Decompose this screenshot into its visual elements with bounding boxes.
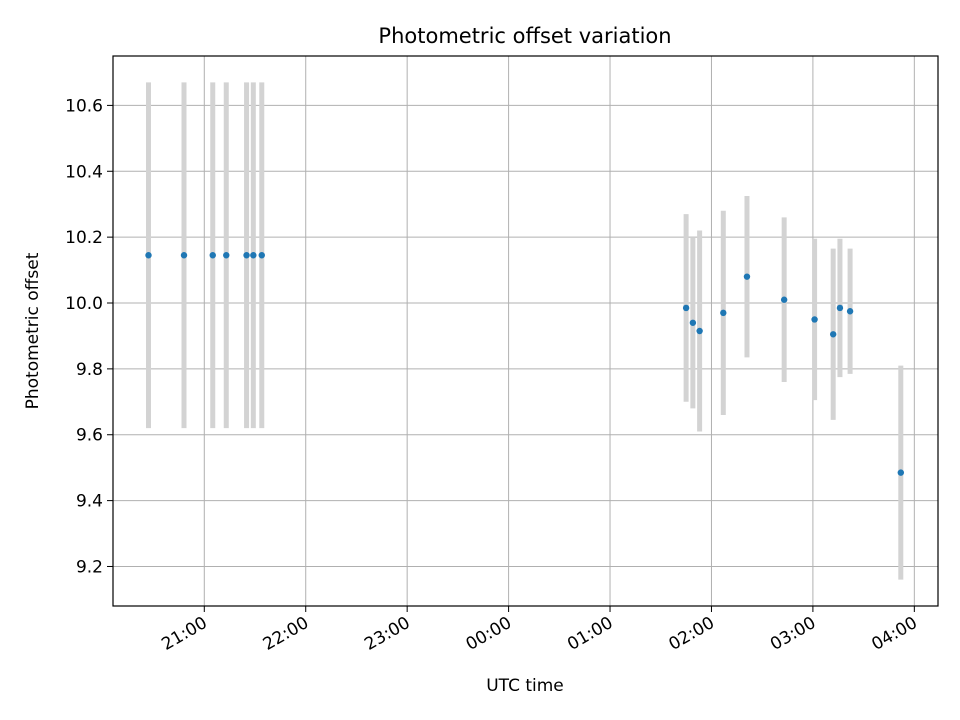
y-axis-label: Photometric offset <box>23 252 43 409</box>
data-point <box>689 319 697 326</box>
x-tick-label: 00:00 <box>463 613 515 655</box>
data-point <box>180 252 188 259</box>
data-point <box>720 309 727 317</box>
grid <box>113 56 938 606</box>
x-tick-label: 22:00 <box>260 613 312 655</box>
x-tick-label: 03:00 <box>767 613 819 655</box>
data-point <box>811 316 818 323</box>
data-point <box>258 252 265 259</box>
y-tick-label: 10.0 <box>65 294 103 314</box>
error-bars <box>146 82 904 580</box>
data-point <box>223 252 230 259</box>
data-point <box>836 304 844 312</box>
y-tick-label: 10.4 <box>65 162 103 182</box>
data-point <box>780 296 788 303</box>
y-axis: 9.2 9.4 9.6 9.8 10.0 10.2 10.4 10.6 <box>65 96 113 577</box>
x-tick-label: 21:00 <box>158 613 210 655</box>
data-point <box>897 469 905 476</box>
x-tick-label: 23:00 <box>361 613 413 655</box>
data-point <box>846 308 854 315</box>
y-tick-label: 9.6 <box>76 426 103 446</box>
data-point <box>243 252 250 259</box>
plot-frame <box>112 55 939 607</box>
data-point <box>145 252 152 259</box>
y-tick-label: 10.2 <box>65 228 103 248</box>
data-point <box>743 273 751 280</box>
y-tick-label: 9.8 <box>76 360 103 380</box>
x-tick-label: 02:00 <box>666 613 718 655</box>
data-point <box>250 252 257 259</box>
data-point <box>209 252 216 259</box>
y-tick-label: 10.6 <box>65 96 103 116</box>
x-axis: 21:00 22:00 23:00 00:00 01:00 02:00 03:00 04:00 <box>158 606 921 655</box>
y-tick-label: 9.2 <box>76 557 103 577</box>
data-point <box>829 331 837 338</box>
chart-title: Photometric offset variation <box>378 24 671 48</box>
x-tick-label: 04:00 <box>868 613 920 655</box>
data-points <box>145 252 905 476</box>
x-tick-label: 01:00 <box>564 613 616 655</box>
x-axis-label: UTC time <box>486 676 564 696</box>
y-tick-label: 9.4 <box>76 492 103 512</box>
data-point <box>682 304 690 312</box>
data-point <box>696 327 703 335</box>
